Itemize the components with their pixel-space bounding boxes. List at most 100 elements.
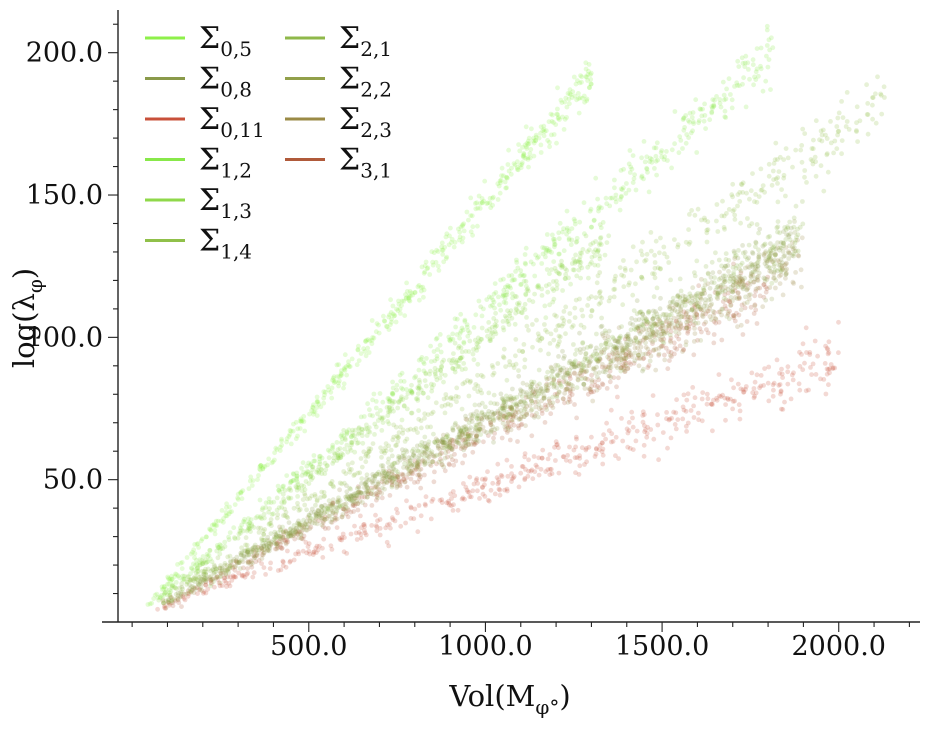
data-point xyxy=(771,271,777,277)
data-point xyxy=(726,316,732,322)
data-point xyxy=(512,409,518,415)
data-point xyxy=(224,563,230,568)
data-point xyxy=(523,423,528,429)
data-point xyxy=(674,319,679,324)
data-point xyxy=(534,383,540,389)
data-point xyxy=(627,342,633,348)
data-point xyxy=(373,424,379,430)
data-point xyxy=(381,481,387,486)
data-point xyxy=(701,303,707,309)
data-point xyxy=(692,395,698,401)
data-point xyxy=(545,369,550,375)
data-point xyxy=(753,264,759,270)
data-point xyxy=(791,215,797,221)
data-point xyxy=(655,422,661,428)
data-point xyxy=(535,282,541,288)
data-point xyxy=(670,325,675,331)
data-point xyxy=(561,379,567,384)
data-point xyxy=(307,526,313,531)
data-point xyxy=(416,456,422,461)
data-point xyxy=(497,190,503,196)
data-point xyxy=(786,232,791,238)
data-point xyxy=(210,576,216,582)
data-point xyxy=(470,351,476,357)
data-point xyxy=(566,381,572,386)
data-point xyxy=(431,479,437,485)
data-point xyxy=(322,502,328,508)
data-point xyxy=(617,207,623,213)
data-point xyxy=(646,327,652,333)
data-point xyxy=(576,91,581,96)
data-point xyxy=(555,106,560,112)
data-point xyxy=(325,384,331,389)
data-point xyxy=(454,316,460,322)
data-point xyxy=(608,365,614,371)
data-point xyxy=(509,407,514,412)
data-point xyxy=(567,390,573,395)
data-point xyxy=(599,364,605,370)
data-point xyxy=(567,394,573,400)
data-point xyxy=(523,291,529,297)
data-point xyxy=(241,565,246,571)
data-point xyxy=(509,417,515,423)
data-point xyxy=(740,277,746,282)
data-point xyxy=(533,394,539,400)
data-point xyxy=(318,495,323,500)
data-point xyxy=(622,348,628,353)
data-point xyxy=(460,460,465,466)
data-point xyxy=(466,217,471,223)
data-point xyxy=(292,527,298,533)
data-point xyxy=(485,469,490,475)
data-point xyxy=(715,290,721,295)
data-point xyxy=(224,567,230,573)
data-point xyxy=(340,506,346,512)
data-point xyxy=(530,476,536,482)
data-point xyxy=(234,559,240,565)
data-point xyxy=(823,132,828,138)
data-point xyxy=(433,400,439,406)
data-point xyxy=(414,466,419,472)
data-point xyxy=(668,350,674,355)
data-point xyxy=(781,240,787,246)
data-point xyxy=(402,456,407,462)
data-point xyxy=(501,355,507,361)
data-point xyxy=(582,376,588,381)
data-point xyxy=(574,273,580,279)
data-point xyxy=(409,382,414,388)
data-point xyxy=(720,306,725,312)
data-point xyxy=(218,573,224,579)
data-point xyxy=(659,337,664,343)
data-point xyxy=(609,431,615,437)
data-point xyxy=(247,478,253,484)
data-point xyxy=(768,269,774,275)
data-point xyxy=(782,253,788,259)
data-point xyxy=(459,431,465,437)
data-point xyxy=(272,534,277,540)
data-point xyxy=(326,513,331,519)
data-point xyxy=(255,477,260,482)
data-point xyxy=(245,559,251,565)
data-point xyxy=(832,365,838,371)
data-point xyxy=(389,472,395,477)
data-point xyxy=(700,314,706,320)
data-point xyxy=(693,308,698,313)
data-point xyxy=(737,408,743,414)
data-point xyxy=(650,341,655,346)
data-point xyxy=(598,342,604,348)
data-point xyxy=(797,387,803,393)
data-point xyxy=(529,390,535,396)
data-point xyxy=(675,294,681,299)
data-point xyxy=(424,453,430,459)
data-point xyxy=(460,444,466,450)
data-point xyxy=(600,220,606,225)
data-point xyxy=(412,506,418,512)
data-point xyxy=(571,447,577,453)
data-point xyxy=(673,325,679,331)
data-point xyxy=(735,381,741,387)
data-point xyxy=(561,356,566,361)
data-point xyxy=(267,541,273,546)
data-point xyxy=(408,476,414,482)
data-point xyxy=(594,331,599,337)
data-point xyxy=(397,482,402,487)
series-2-3-points xyxy=(163,235,805,611)
